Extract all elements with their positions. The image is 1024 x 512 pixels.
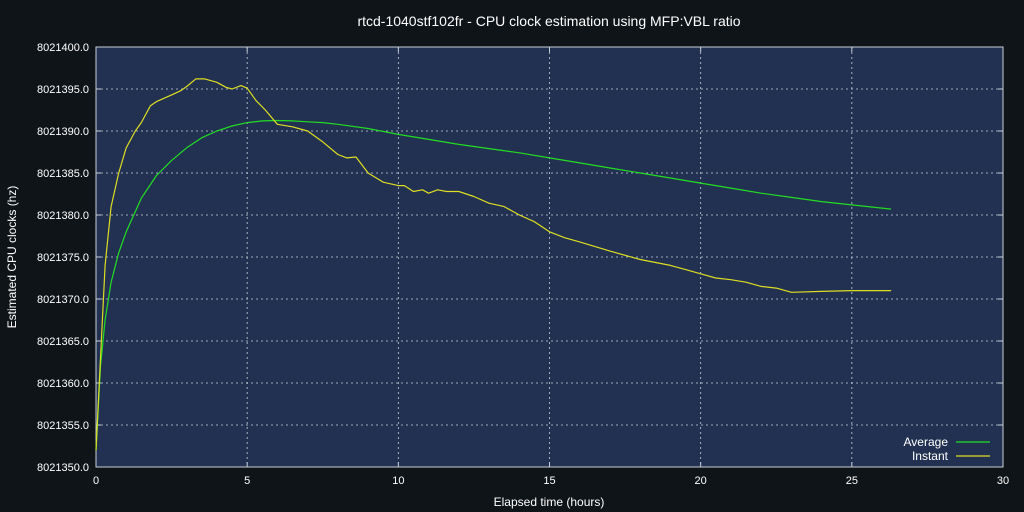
x-tick-label: 30	[997, 475, 1009, 487]
x-tick-label: 15	[543, 475, 555, 487]
x-axis-ticks: 0 5 10 15 20 25 30	[93, 47, 1009, 487]
series-group	[95, 78, 892, 451]
legend-label-average: Average	[904, 435, 949, 449]
x-tick-label: 0	[93, 475, 99, 487]
y-tick-label: 8021360.0	[37, 378, 89, 390]
series-line-instant	[95, 78, 892, 451]
y-tick-label: 8021390.0	[37, 126, 89, 138]
x-tick-label: 20	[695, 475, 707, 487]
chart-title: rtcd-1040stf102fr - CPU clock estimation…	[357, 13, 740, 29]
y-tick-label: 8021370.0	[37, 294, 89, 306]
y-tick-label: 8021365.0	[37, 336, 89, 348]
y-axis-label: Estimated CPU clocks (hz)	[5, 186, 19, 329]
x-tick-label: 10	[392, 475, 404, 487]
grid-lines	[96, 47, 1003, 467]
y-tick-label: 8021380.0	[37, 210, 89, 222]
x-tick-label: 25	[846, 475, 858, 487]
y-tick-label: 8021395.0	[37, 84, 89, 96]
legend: Average Instant	[904, 435, 990, 463]
y-tick-label: 8021355.0	[37, 420, 89, 432]
legend-label-instant: Instant	[912, 449, 949, 463]
series-line-average	[95, 119, 892, 451]
x-axis-label: Elapsed time (hours)	[494, 495, 605, 509]
y-axis-ticks: 8021350.0 8021355.0 8021360.0 8021365.0 8021…	[37, 42, 1003, 474]
y-tick-label: 8021350.0	[37, 462, 89, 474]
y-tick-label: 8021375.0	[37, 252, 89, 264]
y-tick-label: 8021400.0	[37, 42, 89, 54]
y-tick-label: 8021385.0	[37, 168, 89, 180]
x-tick-label: 5	[244, 475, 250, 487]
